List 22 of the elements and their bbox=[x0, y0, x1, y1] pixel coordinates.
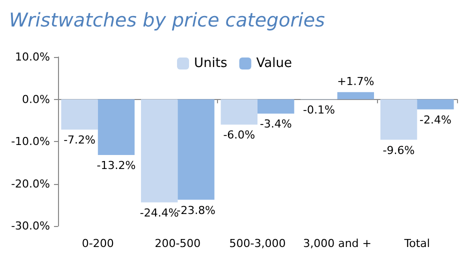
data-label: -13.2% bbox=[96, 159, 136, 172]
y-tick-label: -30.0% bbox=[11, 220, 50, 232]
x-tick-label: Total bbox=[403, 237, 430, 250]
x-tick-label: 0-200 bbox=[82, 237, 114, 250]
legend-label: Units bbox=[194, 56, 228, 71]
y-tick-label: 0.0% bbox=[22, 92, 50, 106]
data-label: -3.4% bbox=[260, 118, 292, 131]
data-label: -2.4% bbox=[419, 113, 452, 126]
data-label: -7.2% bbox=[64, 134, 96, 147]
chart-title: Wristwatches by price categories bbox=[9, 10, 326, 32]
x-tick-label: 3,000 and + bbox=[303, 237, 372, 250]
data-label: -6.0% bbox=[223, 128, 256, 142]
y-tick-label: 10.0% bbox=[15, 50, 50, 64]
x-tick-label: 200-500 bbox=[154, 237, 201, 250]
data-label: -0.1% bbox=[302, 104, 335, 117]
data-label: -24.4% bbox=[140, 206, 179, 220]
y-tick-label: -10.0% bbox=[11, 135, 50, 148]
data-label: +1.7% bbox=[337, 75, 374, 88]
x-tick-label: 500-3,000 bbox=[229, 237, 286, 250]
y-tick-label: -20.0% bbox=[11, 177, 50, 190]
legend-label: Value bbox=[256, 56, 292, 71]
data-label: -9.6% bbox=[382, 144, 415, 157]
